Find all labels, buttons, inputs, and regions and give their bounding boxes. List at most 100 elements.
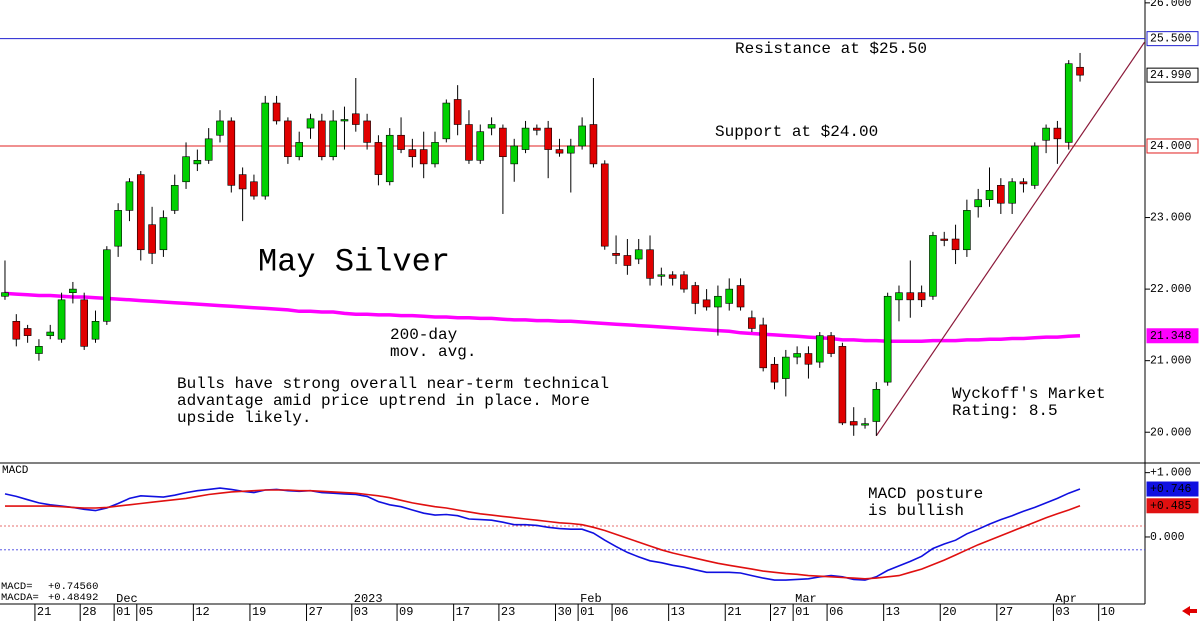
- candle-body: [318, 120, 326, 158]
- value-label-box: [1146, 138, 1199, 154]
- y-tick-label: 22.000: [1150, 283, 1192, 296]
- candle-body: [261, 102, 270, 197]
- legend-name: MACDA=: [1, 592, 39, 604]
- x-tick-label: 13: [886, 605, 900, 619]
- candle-body: [533, 127, 541, 131]
- candle-body: [861, 423, 869, 426]
- candle-body: [351, 113, 360, 125]
- candle-body: [567, 145, 575, 154]
- x-tick-label: 01: [116, 605, 130, 619]
- candle-body: [431, 142, 439, 165]
- annotation: Bulls have strong overall near-term tech…: [177, 375, 609, 393]
- value-label: 24.000: [1150, 140, 1192, 153]
- candle-body: [883, 295, 892, 383]
- candle-body: [204, 138, 213, 161]
- value-label-box: [1146, 31, 1199, 47]
- candle-body: [35, 346, 43, 354]
- candle-body: [521, 127, 530, 150]
- candle-body: [453, 99, 462, 125]
- annotation: Resistance at $25.50: [735, 40, 927, 58]
- x-tick-label: 28: [82, 605, 96, 619]
- candle-body: [929, 235, 937, 297]
- candle-body: [544, 127, 552, 150]
- candle-body: [363, 120, 371, 143]
- candle-body: [57, 299, 66, 340]
- candle-body: [940, 238, 949, 241]
- candle-body: [1042, 127, 1050, 141]
- candle-body: [917, 292, 926, 301]
- annotation: Support at $24.00: [715, 123, 878, 141]
- candle-body: [170, 185, 179, 211]
- x-tick-label: 21: [37, 605, 51, 619]
- x-tick-label: 12: [195, 605, 209, 619]
- candle-body: [951, 238, 960, 251]
- candle-body: [680, 274, 688, 290]
- candle-body: [23, 328, 32, 336]
- candle-body: [827, 335, 835, 354]
- candle-body: [419, 149, 428, 165]
- annotation: MACD posture: [868, 485, 983, 503]
- candle-body: [136, 174, 145, 251]
- candle-body: [634, 249, 643, 260]
- candle-body: [1030, 145, 1039, 186]
- x-tick-label: 01: [795, 605, 809, 619]
- candle-body: [1019, 181, 1028, 185]
- value-label: +0.485: [1150, 500, 1192, 513]
- candle-body: [499, 127, 507, 158]
- x-tick-label: 27: [309, 605, 323, 619]
- candle-body: [895, 292, 903, 301]
- moving-average-line: [4, 291, 1081, 344]
- candle-body: [114, 210, 122, 247]
- candle-body: [12, 321, 21, 340]
- candle-body: [159, 217, 168, 251]
- value-label: 21.348: [1150, 330, 1192, 343]
- x-tick-label: 17: [456, 605, 470, 619]
- x-tick-label: 03: [1055, 605, 1069, 619]
- candle-body: [148, 224, 156, 254]
- candle-body: [510, 145, 519, 165]
- candle-body: [872, 388, 881, 422]
- candle-body: [770, 363, 779, 383]
- candle-body: [578, 125, 586, 147]
- value-label: 24.990: [1150, 69, 1192, 82]
- candle-body: [295, 142, 304, 158]
- candle-body: [1, 292, 9, 297]
- candle-body: [476, 131, 485, 161]
- annotation: Rating: 8.5: [952, 402, 1058, 420]
- value-label-box: [1146, 481, 1199, 497]
- x-tick-label: 06: [829, 605, 843, 619]
- candle-body: [589, 124, 598, 165]
- y-tick-label: +1.000: [1150, 467, 1192, 480]
- legend-name: MACD=: [1, 581, 33, 593]
- candle-body: [250, 181, 258, 197]
- value-label: +0.746: [1150, 483, 1192, 496]
- scroll-arrow[interactable]: [1182, 606, 1197, 616]
- macd-line: [4, 487, 1081, 581]
- candle-body: [838, 346, 847, 424]
- y-tick-label: 26.000: [1150, 0, 1192, 10]
- x-tick-label: 23: [501, 605, 515, 619]
- x-tick-label: 19: [252, 605, 266, 619]
- candle-body: [46, 331, 55, 336]
- chart-title: May Silver: [258, 243, 450, 280]
- candle-body: [849, 421, 858, 426]
- candle-body: [272, 102, 281, 122]
- candle-body: [306, 118, 315, 129]
- x-tick-label: 27: [999, 605, 1013, 619]
- candle-body: [374, 142, 383, 175]
- x-month-label: Feb: [580, 592, 602, 606]
- annotation: upside likely.: [177, 409, 311, 427]
- candle-body: [227, 120, 236, 186]
- candle-body: [974, 199, 982, 208]
- candle-body: [125, 181, 134, 211]
- x-month-label: 2023: [354, 592, 383, 606]
- candle-body: [668, 274, 677, 279]
- candle-body: [103, 249, 111, 322]
- candle-body: [284, 120, 292, 158]
- x-month-label: Apr: [1055, 592, 1077, 606]
- candle-body: [714, 295, 722, 308]
- candle-body: [1064, 63, 1073, 143]
